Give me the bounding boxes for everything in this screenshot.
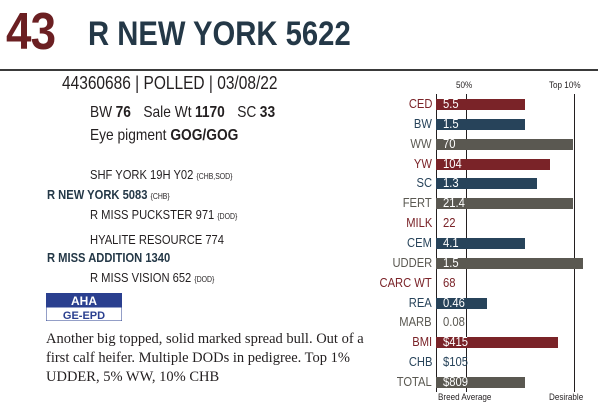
pedigree-sire: R NEW YORK 5083 {CHB}: [47, 187, 170, 205]
epd-value-label: 5.5: [443, 97, 459, 111]
pedigree-dam-sire-name: HYALITE RESOURCE 774: [90, 232, 224, 247]
pedigree-dam-dam-name: R MISS VISION 652: [90, 270, 192, 285]
epd-row-yw: YW 104: [396, 154, 596, 174]
epd-value-label: 0.08: [443, 315, 465, 330]
epd-row-marb: MARB 0.08: [396, 312, 596, 332]
epd-bar: [436, 376, 525, 388]
epd-trait-label: BW: [413, 115, 432, 131]
pedigree-sire-sire-name: SHF YORK 19H Y02: [90, 167, 194, 182]
eye-pigment-value: GOG/GOG: [170, 127, 239, 144]
epd-trait-label: CEM: [407, 234, 432, 250]
header-divider: [0, 69, 598, 71]
epd-value-label: 68: [443, 275, 456, 290]
pedigree-sire-dam: R MISS PUCKSTER 971 {DOD}: [90, 207, 237, 225]
epd-footer-desirable: Desirable: [549, 392, 584, 402]
epd-value-label: 0.46: [443, 295, 465, 310]
animal-description: Another big topped, solid marked spread …: [46, 331, 364, 385]
epd-header-top10: Top 10%: [549, 80, 581, 90]
aha-ge-epd-logo: AHA GE-EPD: [46, 293, 122, 321]
eye-pigment-label: Eye pigment: [90, 127, 167, 144]
epd-row-cem: CEM 4.1: [396, 233, 596, 253]
epd-value-label: 22: [443, 216, 456, 231]
epd-bar: [436, 118, 525, 130]
epd-value-label: 4.1: [443, 235, 459, 250]
epd-value-label: $105: [443, 355, 469, 370]
sc-label: SC: [237, 104, 257, 121]
epd-bar: [436, 257, 583, 269]
logo-text-ge-epd: GE-EPD: [63, 310, 105, 321]
epd-bar: [436, 99, 525, 110]
epd-row-bmi: BMI $415: [396, 332, 596, 352]
pedigree-dam-dam: R MISS VISION 652 {DOD}: [90, 270, 214, 288]
epd-row-fert: FERT 21.4: [396, 193, 596, 213]
epd-trait-label: SC: [416, 175, 432, 191]
epd-row-total: TOTAL $809: [396, 372, 596, 392]
epd-row-bw: BW 1.5: [396, 114, 596, 134]
epd-value-label: 21.4: [443, 196, 465, 211]
epd-trait-label: UDDER: [392, 254, 432, 270]
pedigree-sire-sire-tags: {CHB,SOD}: [196, 172, 233, 181]
epd-trait-label: YW: [413, 155, 432, 171]
epd-value-label: 1.3: [443, 176, 459, 191]
animal-name: R NEW YORK 5622: [88, 15, 351, 53]
pedigree-dam-name: R MISS ADDITION 1340: [47, 250, 171, 265]
epd-footer-breed-average: Breed Average: [438, 392, 492, 402]
lot-number: 43: [6, 3, 56, 61]
epd-row-rea: REA 0.46: [396, 293, 596, 313]
pedigree-sire-dam-name: R MISS PUCKSTER 971: [90, 207, 215, 222]
epd-row-ww: WW 70: [396, 134, 596, 154]
performance-stats: BW 76 Sale Wt 1170 SC 33: [90, 103, 284, 123]
pedigree-dam: R MISS ADDITION 1340: [47, 250, 170, 266]
epd-trait-label: MARB: [399, 314, 432, 330]
epd-trait-label: REA: [409, 294, 432, 310]
bw-value: 76: [115, 104, 131, 121]
registration-line: 44360686 | POLLED | 03/08/22: [62, 73, 278, 93]
epd-value-label: 104: [443, 156, 462, 171]
logo-text-aha: AHA: [71, 294, 97, 308]
epd-row-carc-wt: CARC WT 68: [380, 273, 596, 293]
epd-bar: [436, 198, 573, 210]
sc-value: 33: [259, 104, 276, 121]
epd-trait-label: BMI: [412, 334, 432, 350]
epd-value-label: $415: [443, 335, 469, 350]
epd-row-milk: MILK 22: [396, 213, 596, 233]
epd-value-label: 1.5: [443, 255, 459, 270]
epd-value-label: 70: [443, 136, 456, 151]
epd-value-label: 1.5: [443, 116, 459, 131]
sale-wt-label: Sale Wt: [143, 104, 192, 121]
epd-bar: [436, 158, 550, 170]
pedigree-sire-dam-tags: {DOD}: [217, 212, 238, 221]
epd-row-ced: CED 5.5: [396, 94, 596, 114]
epd-bar: [436, 237, 525, 249]
epd-bar: [436, 337, 558, 349]
epd-header-50pct: 50%: [456, 80, 473, 90]
epd-trait-label: CED: [408, 96, 432, 111]
eye-pigment: Eye pigment GOG/GOG: [90, 126, 238, 146]
epd-row-sc: SC 1.3: [396, 173, 596, 193]
epd-row-chb: CHB $105: [396, 352, 596, 372]
pedigree-dam-dam-tags: {DOD}: [194, 275, 215, 284]
epd-value-label: $809: [443, 374, 469, 389]
pedigree-sire-name: R NEW YORK 5083: [47, 187, 148, 202]
epd-bar: [436, 138, 573, 150]
epd-trait-label: FERT: [403, 195, 432, 211]
sale-wt-value: 1170: [194, 104, 225, 121]
epd-trait-label: MILK: [405, 215, 432, 231]
epd-trait-label: WW: [410, 135, 432, 151]
pedigree-dam-sire: HYALITE RESOURCE 774: [90, 232, 224, 248]
epd-trait-label: TOTAL: [396, 373, 432, 389]
pedigree-sire-sire: SHF YORK 19H Y02 {CHB,SOD}: [90, 167, 232, 185]
epd-bar: [436, 178, 537, 190]
epd-bar: [436, 297, 487, 309]
epd-trait-label: CARC WT: [379, 274, 432, 290]
pedigree-sire-tags: {CHB}: [150, 192, 170, 201]
bw-label: BW: [90, 104, 113, 121]
epd-gridline-top10: [574, 94, 575, 392]
epd-row-udder: UDDER 1.5: [392, 253, 596, 273]
epd-trait-label: CHB: [408, 354, 432, 370]
